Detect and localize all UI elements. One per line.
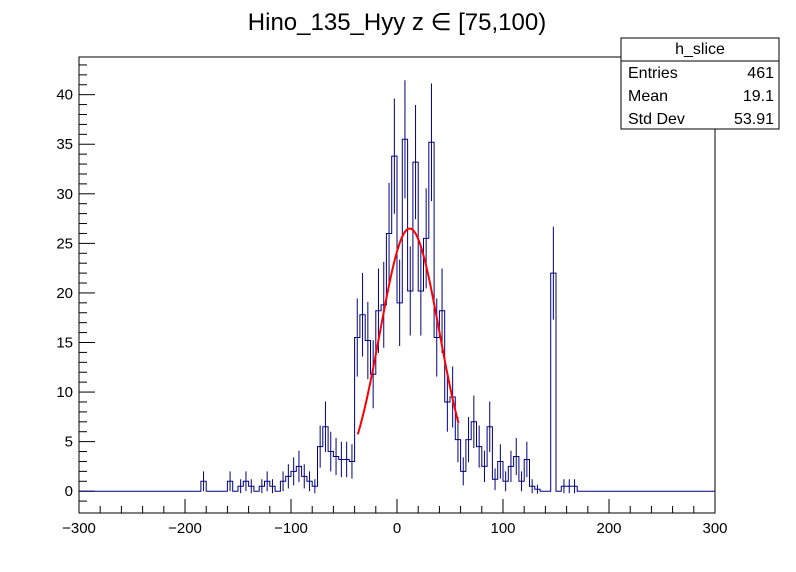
- y-tick-label: 5: [65, 434, 73, 451]
- y-tick-label: 0: [65, 483, 73, 500]
- histogram-bins: [79, 80, 715, 494]
- stats-mean-value: 19.1: [743, 88, 774, 105]
- y-tick-label: 35: [56, 136, 73, 153]
- x-tick-label: 300: [702, 520, 727, 537]
- stats-box-frame: [620, 37, 780, 130]
- x-tick-label: 0: [393, 520, 401, 537]
- x-tick-label: 100: [490, 520, 515, 537]
- y-tick-label: 10: [56, 384, 73, 401]
- stats-entries-value: 461: [747, 65, 774, 82]
- x-axis: −300 −200 −100 0 100 200 300: [62, 499, 728, 537]
- x-tick-label: −300: [62, 520, 96, 537]
- y-tick-label: 20: [56, 285, 73, 302]
- y-tick-label: 40: [56, 87, 73, 104]
- x-tick-label: −100: [274, 520, 308, 537]
- x-tick-label: 200: [596, 520, 621, 537]
- stats-stddev-label: Std Dev: [628, 111, 685, 128]
- stats-entries-label: Entries: [628, 65, 678, 82]
- stats-box: h_slice Entries 461 Mean 19.1 Std Dev 53…: [620, 37, 780, 130]
- stats-stddev-value: 53.91: [734, 111, 774, 128]
- gaussian-fit-curve: [356, 227, 460, 435]
- y-tick-label: 15: [56, 334, 73, 351]
- y-tick-label: 30: [56, 186, 73, 203]
- chart-title: Hino_135_Hyy z ∈ [75,100): [248, 9, 546, 36]
- stats-box-title: h_slice: [675, 41, 725, 58]
- histogram-outline: [79, 138, 715, 492]
- y-tick-label: 25: [56, 235, 73, 252]
- y-axis: 0 5 10 15 20 25 30 35 40: [56, 64, 95, 502]
- fit-curve-layer: [356, 227, 460, 435]
- stats-mean-label: Mean: [628, 88, 668, 105]
- x-tick-label: −200: [168, 520, 202, 537]
